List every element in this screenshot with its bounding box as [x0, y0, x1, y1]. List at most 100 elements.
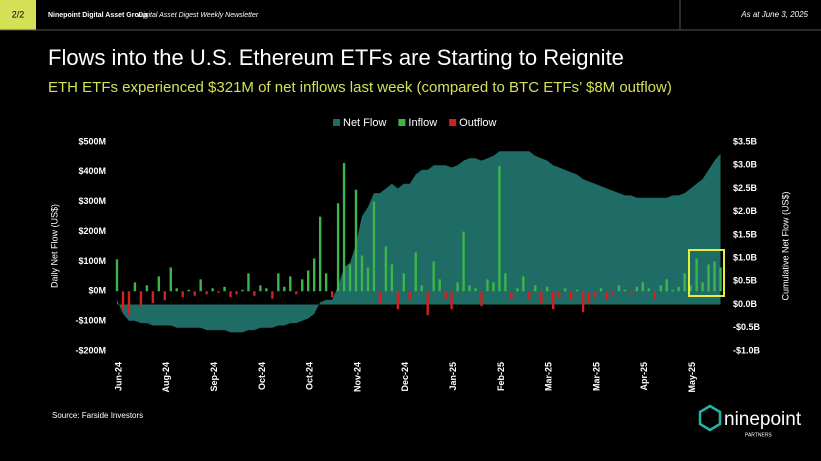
flow-bar [127, 291, 131, 316]
flow-bar [653, 291, 656, 299]
flow-bar [546, 286, 549, 292]
flow-bar [599, 288, 603, 292]
flow-bar [372, 201, 376, 292]
flow-bar [360, 255, 364, 292]
flow-bar [635, 286, 639, 292]
flow-bar [336, 203, 340, 292]
flow-bar [575, 289, 579, 292]
y2-tick-label: -$0.5B [733, 322, 761, 332]
x-tick-label: May-25 [687, 362, 697, 393]
flow-bar [486, 279, 489, 292]
y-tick-label: $0M [88, 286, 106, 296]
flow-bar [193, 291, 196, 296]
flow-bar [289, 276, 292, 292]
flow-bar [414, 252, 417, 292]
flow-bar [551, 291, 555, 310]
flow-bar [581, 291, 585, 313]
legend-label: Inflow [408, 117, 437, 129]
flow-bar [468, 285, 471, 292]
flow-bar [259, 285, 262, 292]
flow-bar [247, 273, 250, 292]
flow-bar [719, 267, 722, 292]
flow-bar [480, 291, 483, 307]
y-tick-label: $500M [78, 136, 106, 146]
flow-bar [444, 291, 447, 299]
x-tick-label: Oct-24 [305, 362, 315, 390]
flow-bar [348, 264, 352, 292]
flow-bar [175, 288, 178, 292]
flow-bar [695, 258, 698, 292]
x-tick-label: Oct-24 [257, 362, 267, 390]
x-tick-label: Mar-25 [544, 362, 554, 391]
flow-bar [265, 288, 268, 292]
flow-bar [516, 288, 519, 292]
flow-bar [342, 162, 346, 292]
y2-tick-label: $3.0B [733, 160, 758, 170]
chart-subtitle: ETH ETFs experienced $321M of net inflow… [48, 79, 672, 96]
flow-bar [498, 165, 501, 292]
y-tick-label: $300M [78, 196, 106, 206]
flow-bar [659, 285, 662, 292]
y2-tick-label: $0.5B [733, 276, 758, 286]
y2-tick-label: $2.0B [733, 206, 758, 216]
flow-bar [396, 291, 400, 310]
logo-sub: PARTNERS [745, 432, 772, 438]
flow-bar [438, 279, 441, 292]
flow-bar [605, 291, 609, 301]
header-newsletter: Digital Asset Digest Weekly Newsletter [138, 12, 259, 19]
flow-bar [474, 288, 477, 292]
x-tick-label: Apr-25 [639, 362, 649, 391]
y2-tick-label: $2.5B [733, 183, 758, 193]
legend-label: Outflow [459, 117, 496, 129]
flow-bar [540, 291, 543, 304]
page-number: 2/2 [12, 9, 25, 19]
flow-bar [390, 264, 394, 292]
flow-bar [354, 189, 358, 292]
flow-bar [426, 291, 429, 316]
flow-bar [253, 291, 256, 296]
logo-mark [698, 404, 722, 432]
legend-swatch [333, 119, 340, 126]
y2-tick-label: $1.5B [733, 229, 758, 239]
flow-bar [187, 289, 190, 292]
flow-bar [432, 261, 435, 292]
y2-tick-label: $1.0B [733, 252, 758, 262]
flow-bar [205, 291, 208, 295]
x-tick-label: Jun-24 [113, 362, 123, 391]
flow-bar [707, 264, 710, 292]
flow-bar [378, 291, 382, 304]
flow-bar [408, 291, 411, 301]
flow-bar [211, 288, 214, 292]
flow-bar [217, 291, 220, 293]
flow-bar [271, 291, 274, 299]
flow-bar [522, 276, 525, 292]
flow-bar [671, 289, 674, 292]
flow-bar [121, 291, 125, 310]
flow-bar [277, 273, 280, 292]
flow-bar [683, 273, 686, 292]
flow-bar [456, 282, 459, 292]
flow-bar [169, 267, 172, 292]
flow-bar [199, 279, 202, 292]
flow-bar [115, 259, 119, 292]
x-tick-label: Mar-25 [591, 362, 601, 391]
flow-bar [689, 285, 692, 292]
flow-bar [617, 285, 621, 292]
y-tick-label: $100M [78, 256, 106, 266]
flow-bar [307, 270, 310, 292]
flow-bar [139, 291, 143, 307]
y2-axis-title: Cumulative Net Flow (US$) [780, 191, 790, 300]
x-tick-label: Sep-24 [209, 362, 219, 392]
flow-bar [133, 282, 137, 292]
flow-bar [229, 291, 232, 298]
flow-bar [283, 286, 286, 292]
x-tick-label: Nov-24 [352, 362, 362, 392]
y2-tick-label: $3.5B [733, 136, 758, 146]
flow-bar [611, 291, 615, 296]
flow-bar [420, 285, 423, 292]
flow-bar [384, 246, 388, 292]
x-tick-label: Jan-25 [448, 362, 458, 391]
page-badge [0, 0, 36, 30]
y-tick-label: -$100M [75, 316, 106, 326]
